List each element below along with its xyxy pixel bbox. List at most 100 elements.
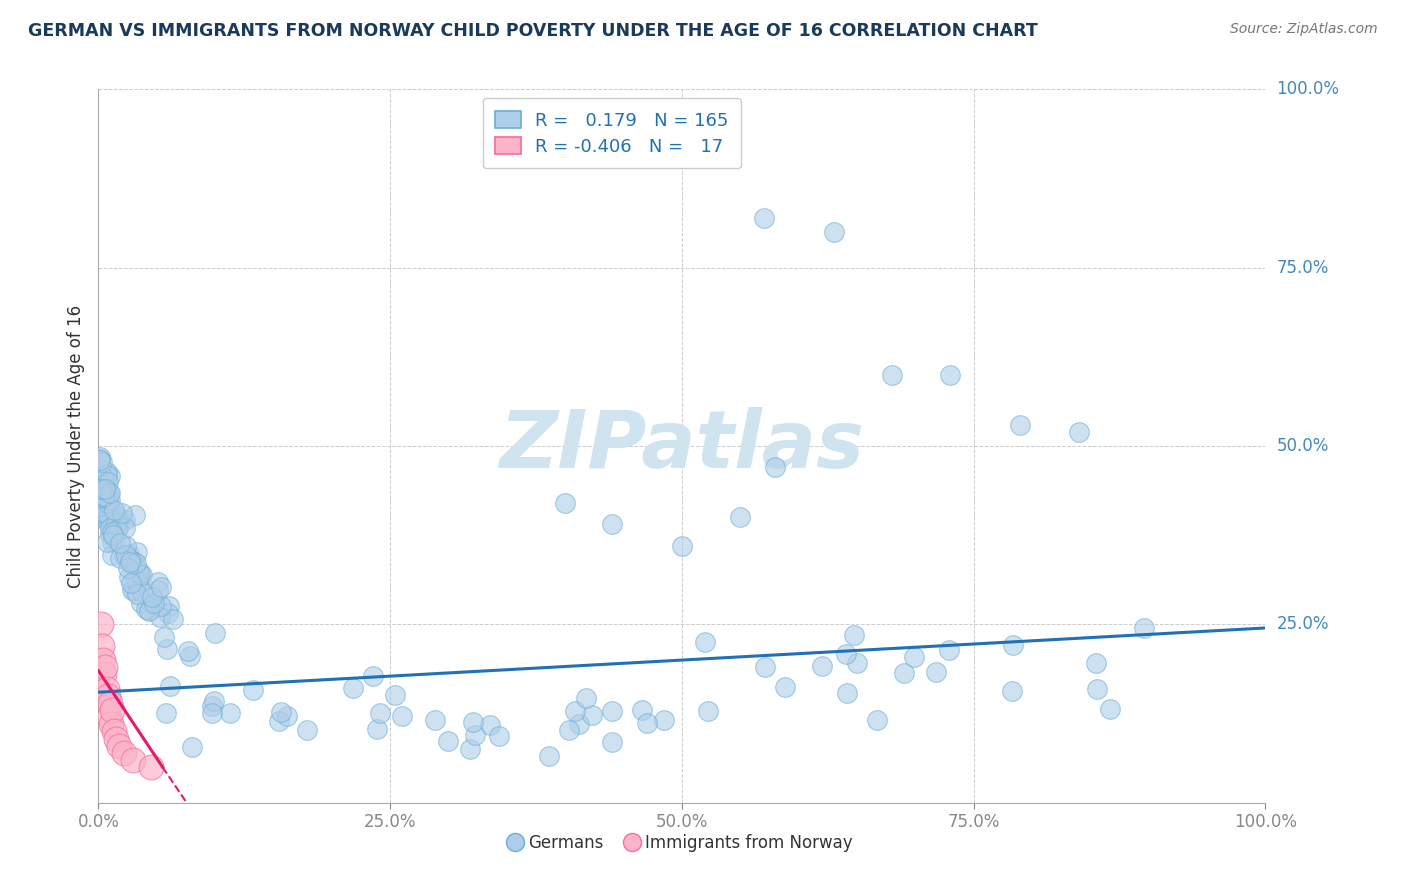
Point <box>94 660 117 674</box>
Point <box>581 707 603 722</box>
Point <box>100 524 122 539</box>
Point <box>96 500 118 515</box>
Point <box>93 490 115 504</box>
Point <box>118 552 141 566</box>
Point <box>295 723 318 737</box>
Point <box>125 556 148 570</box>
Point <box>127 545 149 559</box>
Point <box>1002 638 1025 652</box>
Point <box>115 540 138 554</box>
Point <box>201 706 224 721</box>
Point <box>105 517 128 532</box>
Point <box>98 469 121 483</box>
Point <box>146 582 169 597</box>
Point <box>97 486 120 500</box>
Point <box>121 582 143 597</box>
Point <box>114 513 136 527</box>
Point <box>120 575 142 590</box>
Point <box>91 478 114 492</box>
Point <box>94 508 117 523</box>
Point <box>835 647 858 661</box>
Point <box>568 717 591 731</box>
Point <box>939 368 962 382</box>
Point <box>763 460 786 475</box>
Point <box>117 561 139 575</box>
Point <box>463 714 485 729</box>
Text: 100.0%: 100.0% <box>1277 80 1340 98</box>
Point <box>201 699 224 714</box>
Point <box>104 516 127 530</box>
Point <box>91 470 114 484</box>
Point <box>141 590 163 604</box>
Point <box>865 713 887 727</box>
Point <box>155 642 177 657</box>
Point <box>574 691 596 706</box>
Point <box>155 706 177 721</box>
Point <box>139 760 162 774</box>
Point <box>1010 417 1032 432</box>
Text: GERMAN VS IMMIGRANTS FROM NORWAY CHILD POVERTY UNDER THE AGE OF 16 CORRELATION C: GERMAN VS IMMIGRANTS FROM NORWAY CHILD P… <box>28 22 1038 40</box>
Point <box>124 571 146 585</box>
Point <box>101 703 124 717</box>
Point <box>93 489 115 503</box>
Point <box>98 521 121 535</box>
Point <box>101 527 124 541</box>
Point <box>112 746 135 760</box>
Point <box>842 628 865 642</box>
Point <box>754 660 776 674</box>
Point <box>91 455 114 469</box>
Point <box>488 729 510 743</box>
Point <box>179 649 201 664</box>
Point <box>98 492 121 507</box>
Point <box>91 463 114 477</box>
Point <box>811 659 834 673</box>
Point <box>98 501 121 516</box>
Point <box>153 630 176 644</box>
Point <box>141 597 163 611</box>
Point <box>695 635 717 649</box>
Point <box>89 486 111 500</box>
Point <box>91 653 114 667</box>
Point <box>180 739 202 754</box>
Text: 50.0%: 50.0% <box>1277 437 1329 455</box>
Point <box>478 718 501 732</box>
Point <box>104 731 127 746</box>
Point <box>425 713 447 727</box>
Point <box>90 617 112 632</box>
Point <box>112 549 135 563</box>
Point <box>110 551 132 566</box>
Point <box>97 496 120 510</box>
Point <box>124 555 146 569</box>
Point <box>143 596 166 610</box>
Point <box>938 643 960 657</box>
Text: 75.0%: 75.0% <box>1277 259 1329 277</box>
Point <box>125 587 148 601</box>
Point <box>1067 425 1090 439</box>
Point <box>177 644 200 658</box>
Point <box>128 566 150 581</box>
Point <box>120 553 142 567</box>
Point <box>97 689 120 703</box>
Point <box>835 685 858 699</box>
Point <box>156 606 179 620</box>
Point <box>118 547 141 561</box>
Point <box>94 483 117 497</box>
Point <box>94 511 117 525</box>
Point <box>202 694 225 708</box>
Point <box>366 722 388 736</box>
Point <box>120 555 142 569</box>
Point <box>752 211 775 225</box>
Point <box>90 499 112 513</box>
Point <box>97 710 120 724</box>
Point <box>124 508 146 523</box>
Point <box>1099 702 1122 716</box>
Point <box>149 610 172 624</box>
Point <box>103 724 125 739</box>
Point <box>107 510 129 524</box>
Point <box>100 717 122 731</box>
Point <box>363 669 385 683</box>
Point <box>131 568 153 582</box>
Point <box>1001 683 1024 698</box>
Point <box>97 507 120 521</box>
Point <box>131 585 153 599</box>
